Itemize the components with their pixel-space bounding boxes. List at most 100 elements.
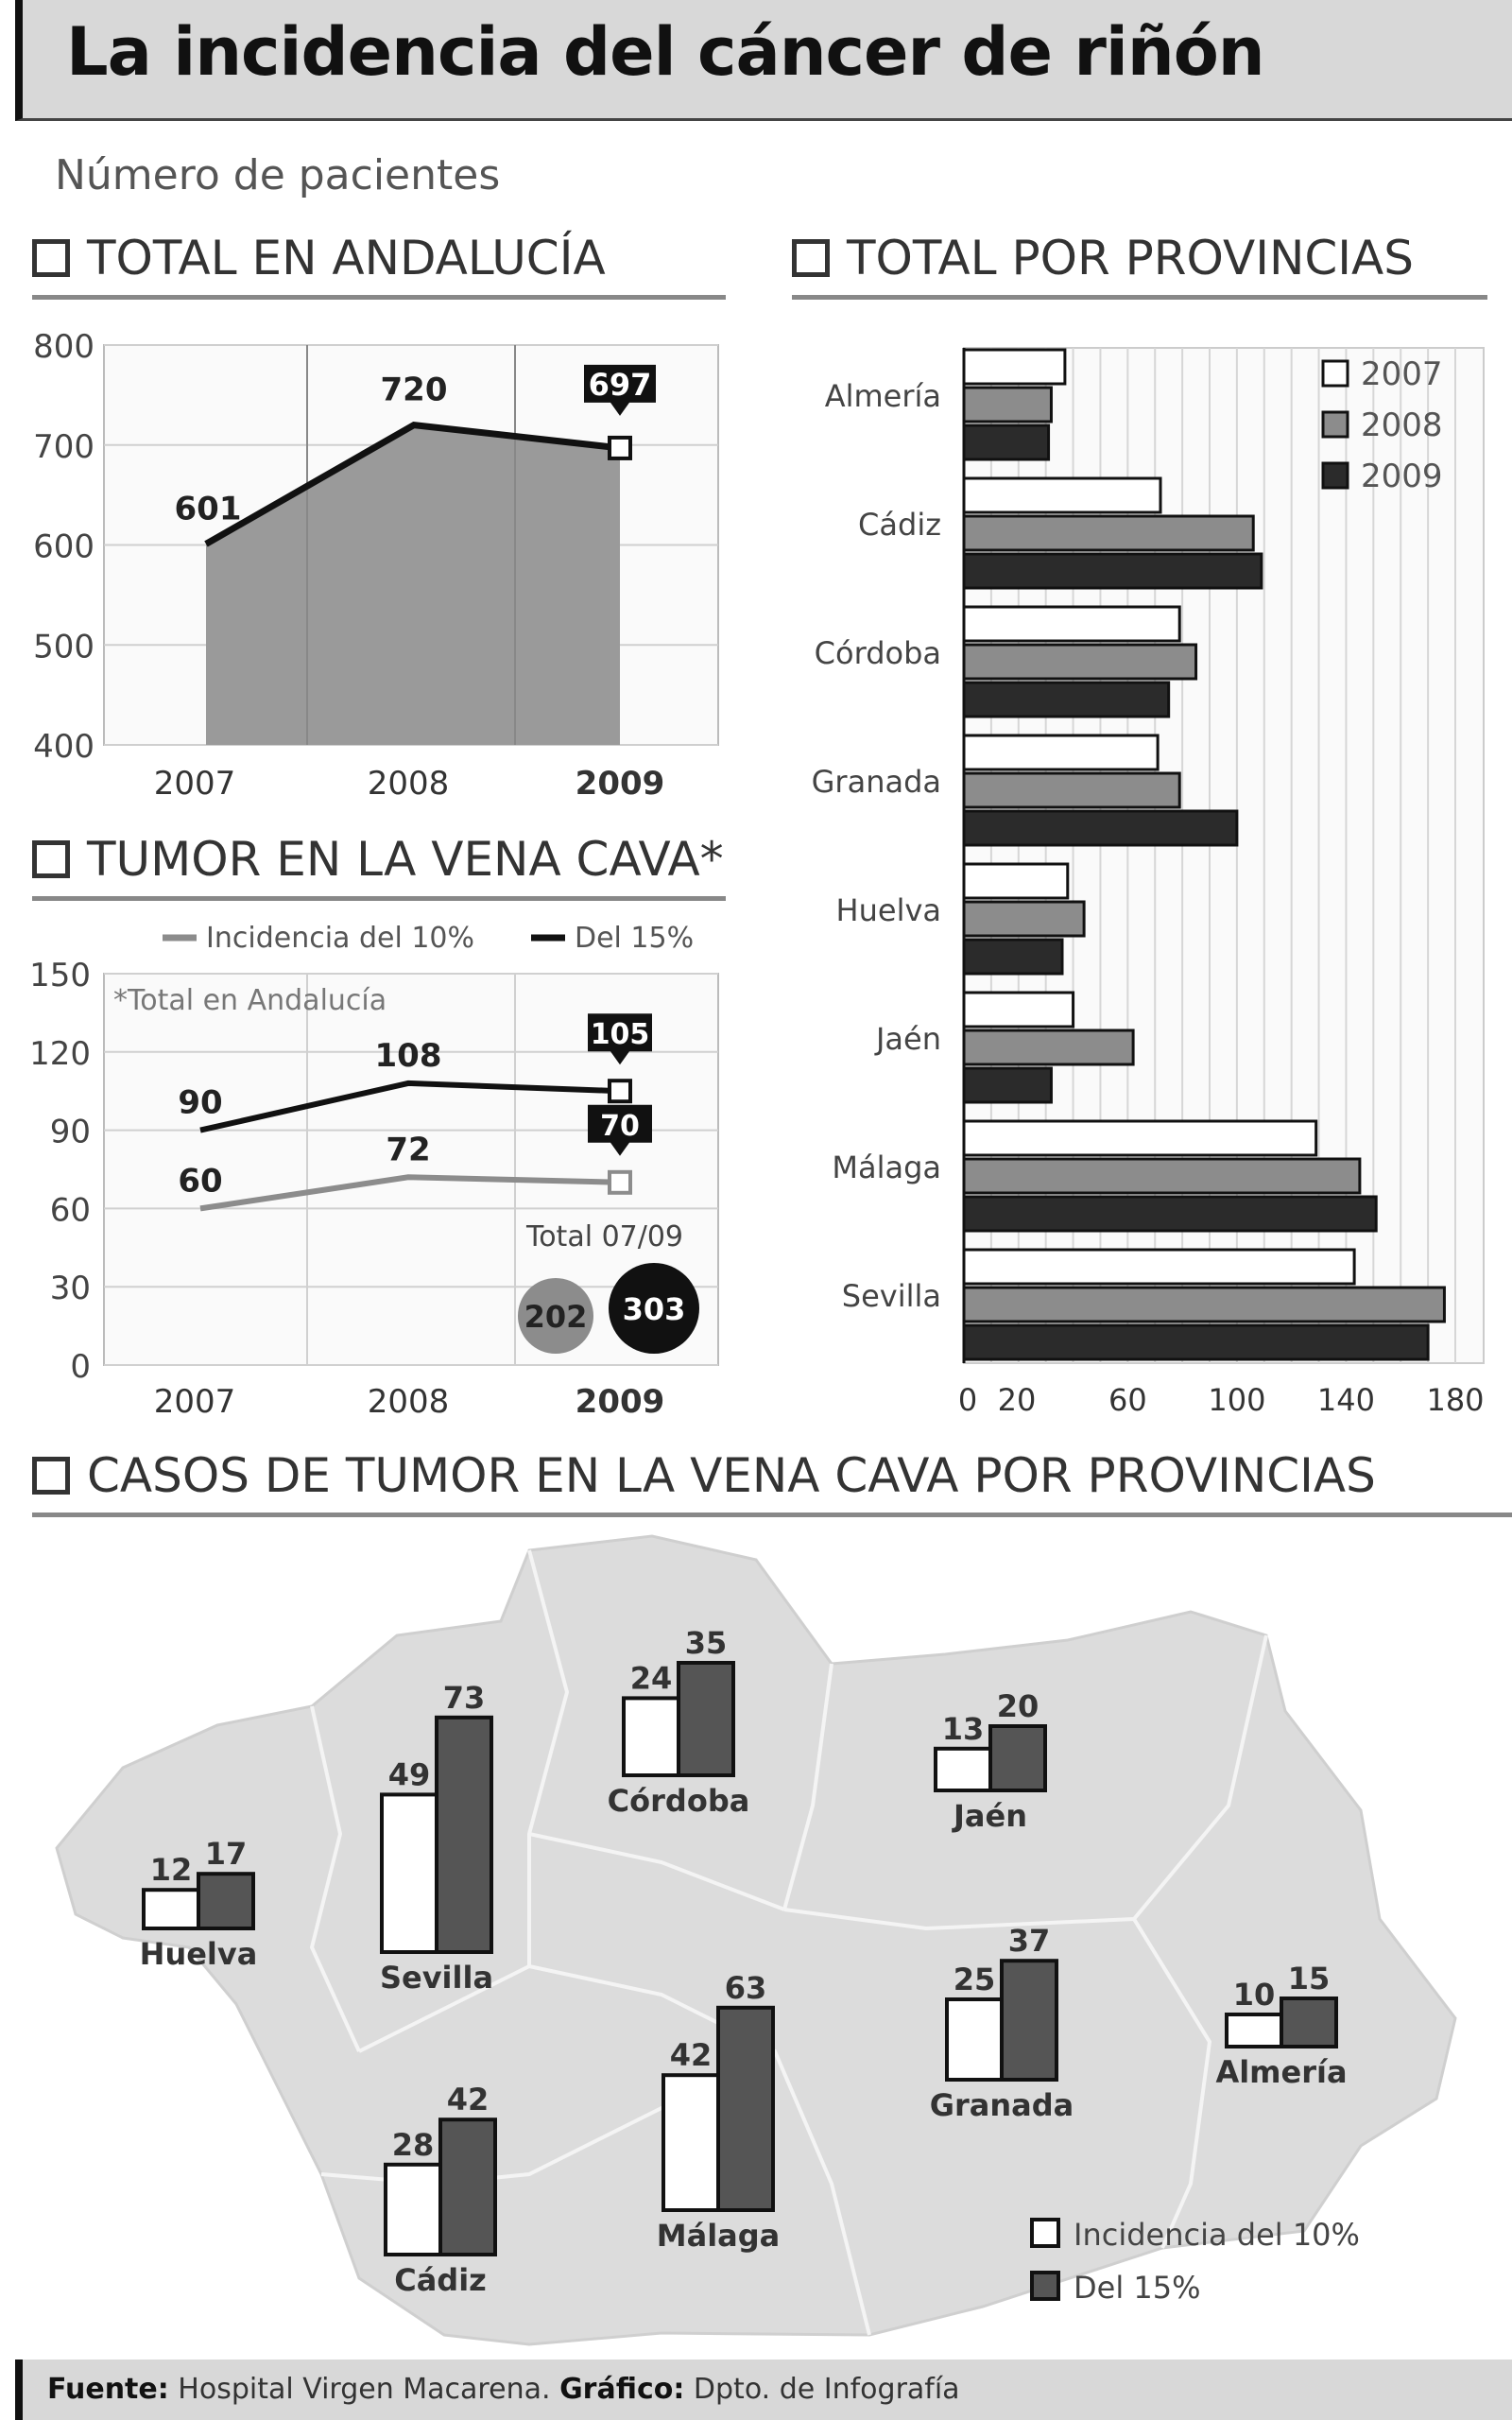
bar (962, 771, 1181, 809)
section-total-andalucia-title: TOTAL EN ANDALUCÍA (87, 231, 606, 285)
province-label: Sevilla (380, 1960, 493, 1996)
data-label: 72 (386, 1131, 430, 1168)
y-tick-label: 30 (50, 1270, 91, 1307)
section-casos-title: CASOS DE TUMOR EN LA VENA CAVA POR PROVI… (87, 1448, 1376, 1503)
bar (962, 991, 1075, 1028)
legend-swatch (1030, 2271, 1060, 2301)
bar (962, 734, 1160, 771)
data-label: 601 (175, 490, 242, 527)
legend-swatch (1321, 359, 1349, 388)
data-label: 15 (1288, 1961, 1331, 1996)
y-tick-label: 120 (29, 1035, 91, 1073)
province-label: Almería (1215, 2054, 1347, 2090)
x-tick-label: 2007 (154, 765, 236, 803)
legend-swatch (1321, 461, 1349, 490)
data-label: 63 (725, 1970, 767, 2006)
y-tick-label: 60 (50, 1191, 91, 1229)
data-label: 105 (591, 1018, 650, 1051)
bar (962, 476, 1162, 514)
vena-cava-provincias-map-chart: 12 17 Huelva 49 73 Sevilla 24 35 Córdoba 13 20 Jaén… (55, 1534, 1457, 2346)
source-text: Hospital Virgen Macarena. (178, 2373, 551, 2406)
highlight-callout (584, 364, 656, 416)
data-label: 28 (392, 2127, 435, 2163)
bar (962, 681, 1171, 718)
graphic-text: Dpto. de Infografía (693, 2373, 960, 2406)
title-bar: La incidencia del cáncer de riñón (15, 0, 1512, 121)
province-label: Cádiz (394, 2262, 487, 2298)
data-label: 42 (447, 2082, 490, 2118)
data-label: 10 (1233, 1977, 1276, 2013)
data-label: 49 (388, 1756, 431, 1792)
legend-label: 2007 (1361, 355, 1443, 393)
legend-label: Del 15% (575, 922, 694, 955)
bar (380, 1792, 438, 1954)
y-tick-label: 400 (33, 728, 94, 766)
total-value: 303 (623, 1291, 686, 1327)
section-total-andalucia-heading: TOTAL EN ANDALUCÍA (32, 231, 606, 285)
province-label: Huelva (140, 1936, 258, 1972)
data-label: 720 (381, 372, 448, 409)
bar (988, 1724, 1047, 1792)
bar (962, 424, 1051, 461)
data-label: 70 (600, 1110, 640, 1143)
section-provincias-title: TOTAL POR PROVINCIAS (847, 231, 1414, 285)
subtitle: Número de pacientes (55, 151, 501, 199)
square-bullet-icon (792, 238, 830, 277)
bar (142, 1888, 200, 1931)
data-label: 12 (150, 1852, 193, 1888)
area-fill (206, 424, 620, 745)
y-tick-label: 600 (33, 528, 94, 566)
y-tick-label: 90 (50, 1114, 91, 1151)
page-title: La incidencia del cáncer de riñón (66, 13, 1265, 91)
y-tick-label: 0 (70, 1348, 91, 1386)
highlight-marker (608, 1169, 632, 1195)
bar (962, 1195, 1378, 1233)
legend-swatch (1321, 410, 1349, 439)
section-provincias-heading: TOTAL POR PROVINCIAS (792, 231, 1414, 285)
x-tick-label: 2007 (154, 1383, 236, 1421)
category-label: Almería (825, 378, 941, 414)
footer-credit: Fuente: Hospital Virgen Macarena. Gráfic… (47, 2373, 960, 2406)
data-label: 42 (670, 2037, 713, 2073)
x-tick-label: 2009 (576, 1383, 665, 1421)
total-line (204, 421, 621, 547)
total-label: Total 07/09 (525, 1220, 683, 1253)
bar (1280, 1996, 1338, 2048)
bar (962, 386, 1053, 424)
bar (716, 2005, 775, 2212)
category-label: Córdoba (815, 635, 941, 671)
bar (662, 2073, 720, 2213)
bar (384, 2162, 442, 2256)
y-tick-label: 500 (33, 628, 94, 666)
data-label: 73 (443, 1680, 486, 1716)
section-rule (32, 1512, 1512, 1517)
x-tick-label: 0 (958, 1382, 977, 1418)
section-vena-cava-heading: TUMOR EN LA VENA CAVA* (32, 832, 724, 887)
x-tick-label: 2009 (576, 765, 665, 803)
source-label: Fuente: (47, 2373, 169, 2406)
x-tick-label: 100 (1208, 1382, 1265, 1418)
data-label: 25 (954, 1962, 996, 1997)
total-value: 202 (524, 1299, 588, 1335)
bar (962, 1286, 1446, 1323)
data-label: 24 (630, 1660, 673, 1696)
data-label: 17 (205, 1836, 248, 1872)
bar (962, 1157, 1362, 1195)
bar (962, 605, 1181, 643)
x-tick-label: 140 (1317, 1382, 1375, 1418)
category-label: Sevilla (842, 1278, 941, 1314)
bar (962, 938, 1064, 976)
legend-label: Incidencia del 10% (206, 922, 474, 955)
category-label: Huelva (836, 892, 941, 928)
province-label: Granada (930, 2087, 1074, 2123)
bar (677, 1661, 735, 1777)
bar (962, 900, 1086, 938)
bar (962, 1119, 1318, 1157)
bar (1000, 1959, 1058, 2083)
x-tick-label: 2008 (368, 1383, 450, 1421)
bar (962, 862, 1070, 900)
province-border (358, 1964, 530, 2053)
province-border (528, 1832, 785, 1911)
legend-label: Del 15% (1074, 2270, 1201, 2306)
footer-bar: Fuente: Hospital Virgen Macarena. Gráfic… (15, 2360, 1512, 2420)
